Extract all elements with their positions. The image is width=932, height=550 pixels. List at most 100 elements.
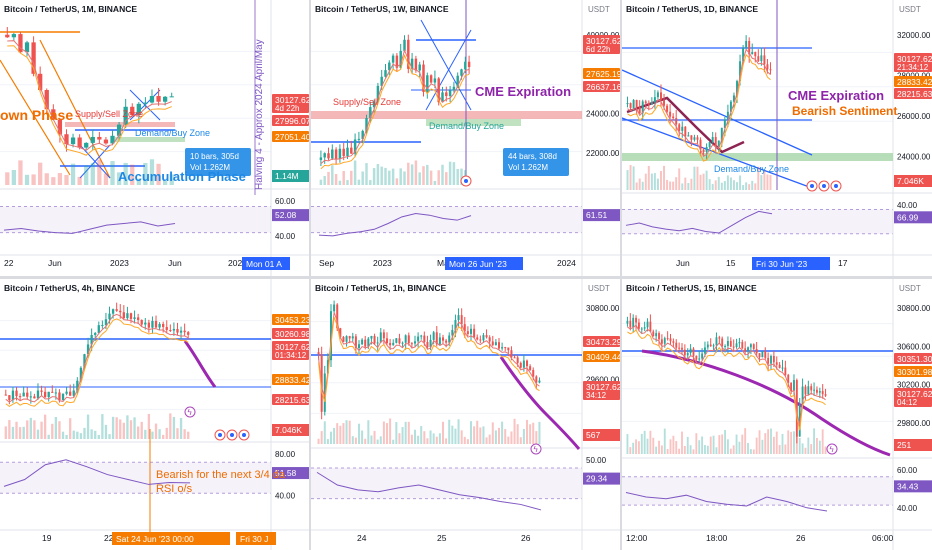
candle-body xyxy=(354,336,357,348)
candle-body xyxy=(638,107,641,114)
candle-body xyxy=(635,100,638,108)
candle-body xyxy=(513,357,516,359)
candle-body xyxy=(656,92,659,98)
volume-bar xyxy=(749,449,752,454)
price-label-badge xyxy=(583,336,620,347)
price-tick-label: 29800.00 xyxy=(897,419,931,428)
volume-bar xyxy=(669,181,672,190)
candle-body xyxy=(448,335,451,343)
candle-body xyxy=(702,149,705,153)
candle-body xyxy=(90,334,93,345)
volume-bar xyxy=(655,446,658,454)
candle-body xyxy=(711,137,714,143)
volume-bar xyxy=(513,418,516,444)
volume-bar xyxy=(24,174,30,185)
rsi-band xyxy=(311,206,582,233)
candle-body xyxy=(824,394,827,396)
volume-bar xyxy=(701,436,704,454)
annotation: Bearish for the next 3/4 da xyxy=(156,469,286,481)
flag-icon xyxy=(242,433,246,437)
rsi-value-badge xyxy=(272,467,309,480)
candle-body xyxy=(370,335,373,339)
volume-bar xyxy=(373,430,376,444)
volume-bar xyxy=(711,183,714,190)
candle-body xyxy=(373,335,376,344)
volume-bar xyxy=(778,444,781,454)
panel-1w[interactable]: Bitcoin / TetherUS, 1W, BINANCEUSDT40000… xyxy=(311,0,620,276)
candle-body xyxy=(669,111,672,117)
candle-body xyxy=(488,337,491,342)
panel-1h[interactable]: Bitcoin / TetherUS, 1h, BINANCE USDT 30800… xyxy=(311,279,620,550)
candle-body xyxy=(423,335,426,343)
flag-icon xyxy=(822,184,826,188)
candle-body xyxy=(317,352,320,355)
price-tick-label: 30600.00 xyxy=(897,342,931,351)
volume-bar xyxy=(476,420,479,444)
candle-body xyxy=(744,348,747,352)
candle-body xyxy=(532,369,535,377)
candle-body xyxy=(813,389,816,391)
time-badge xyxy=(445,257,523,270)
candle-body xyxy=(38,73,43,91)
candle-body xyxy=(151,320,154,328)
candle-body xyxy=(147,322,151,328)
candle-body xyxy=(641,101,644,114)
candle-body xyxy=(467,61,471,68)
volume-bar xyxy=(437,170,440,185)
price-unit: USDT xyxy=(899,284,921,293)
volume-bar xyxy=(329,431,333,444)
candle-body xyxy=(516,357,519,363)
channel-line xyxy=(622,69,813,156)
candle-body xyxy=(384,70,387,77)
candle-body xyxy=(519,362,522,368)
annotation: own Phase xyxy=(0,107,73,123)
candle-body xyxy=(745,40,748,48)
volume-bar xyxy=(8,420,11,439)
panel-4h[interactable]: Bitcoin / TetherUS, 4h, BINANCE 80.00 40.0… xyxy=(0,279,309,550)
candle-body xyxy=(369,107,372,119)
volume-bar xyxy=(357,423,361,444)
volume-bar xyxy=(57,173,63,185)
candle-body xyxy=(323,153,326,158)
volume-bar xyxy=(413,429,417,444)
moving-average-line xyxy=(641,349,891,457)
candle-body xyxy=(626,103,629,105)
volume-bar xyxy=(320,431,323,444)
candle-body xyxy=(380,76,383,86)
volume-bar xyxy=(392,439,395,444)
panel-15m[interactable]: Bitcoin / TetherUS, 15, BINANCE USDT 30800… xyxy=(622,279,932,550)
candle-body xyxy=(684,126,687,137)
volume-bar xyxy=(395,178,399,185)
volume-bar xyxy=(417,435,420,444)
candle-body xyxy=(108,313,111,320)
chart-svg: Bitcoin / TetherUS, 1D, BINANCE USDT 32000… xyxy=(622,0,932,276)
volume-bar xyxy=(457,419,460,444)
price-tick-label: 24000.00 xyxy=(586,110,620,119)
panel-1d[interactable]: Bitcoin / TetherUS, 1D, BINANCE USDT 32000… xyxy=(622,0,932,276)
volume-bar xyxy=(793,431,795,454)
candle-body xyxy=(65,391,68,394)
price-label: 30351.30 xyxy=(897,354,932,364)
volume-bar xyxy=(338,180,342,185)
volume-bar xyxy=(165,427,168,439)
candle-body xyxy=(441,92,444,103)
volume-bar xyxy=(404,421,407,444)
price-tick-label: 22000.00 xyxy=(586,149,620,158)
candle-body xyxy=(529,366,532,370)
volume-bar xyxy=(79,433,83,439)
candle-body xyxy=(126,313,129,319)
candle-body xyxy=(708,142,711,147)
volume-bar xyxy=(384,167,387,185)
candle-body xyxy=(666,105,669,112)
candle-body xyxy=(76,380,79,391)
candle-body xyxy=(4,394,7,396)
chart-title: Bitcoin / TetherUS, 1D, BINANCE xyxy=(626,4,758,14)
panel-1m[interactable]: Bitcoin / TetherUS, 1M, BINANCE 60.00 40.0… xyxy=(0,0,309,276)
candle-body xyxy=(86,344,90,355)
candle-body xyxy=(649,321,652,332)
price-label-badge xyxy=(894,353,932,364)
volume-bar xyxy=(339,425,342,444)
chart-svg: Bitcoin / TetherUS, 1M, BINANCE 60.00 40.0… xyxy=(0,0,309,276)
volume-bar xyxy=(97,434,100,439)
volume-bar xyxy=(629,447,632,454)
